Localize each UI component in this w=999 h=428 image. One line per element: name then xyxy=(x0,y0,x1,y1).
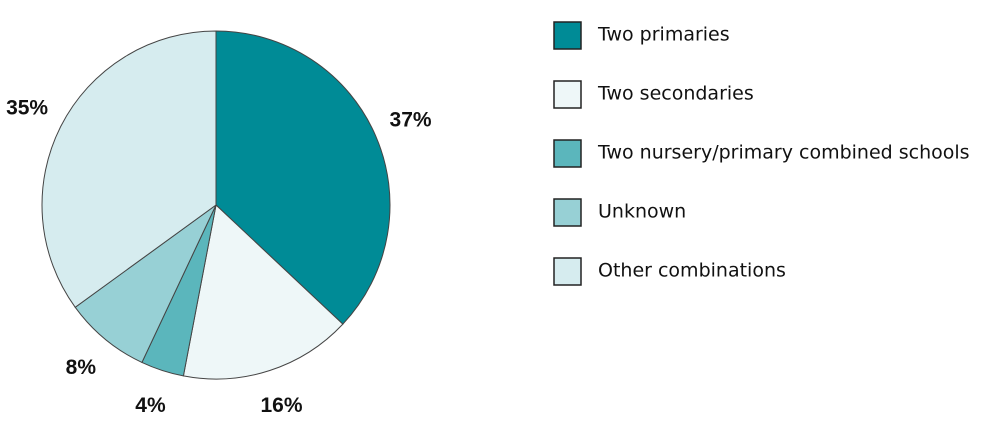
legend-label: Two nursery/primary combined schools xyxy=(597,142,970,164)
legend-swatch xyxy=(553,139,582,168)
data-label: 4% xyxy=(135,394,166,417)
legend-swatch xyxy=(553,198,582,227)
legend-swatch xyxy=(553,80,582,109)
data-label: 16% xyxy=(260,394,302,417)
data-label: 8% xyxy=(66,356,97,379)
legend-label: Two primaries xyxy=(597,24,730,46)
legend-swatch xyxy=(553,257,582,286)
legend-swatch xyxy=(553,21,582,50)
pie-slice xyxy=(215,30,391,325)
pie-slice xyxy=(182,204,344,380)
pie-slice xyxy=(41,30,217,308)
legend-label: Unknown xyxy=(598,201,686,223)
data-label: 35% xyxy=(6,96,48,119)
legend-label: Two secondaries xyxy=(597,83,754,105)
legend-label: Other combinations xyxy=(598,260,786,282)
data-label: 37% xyxy=(390,108,432,131)
